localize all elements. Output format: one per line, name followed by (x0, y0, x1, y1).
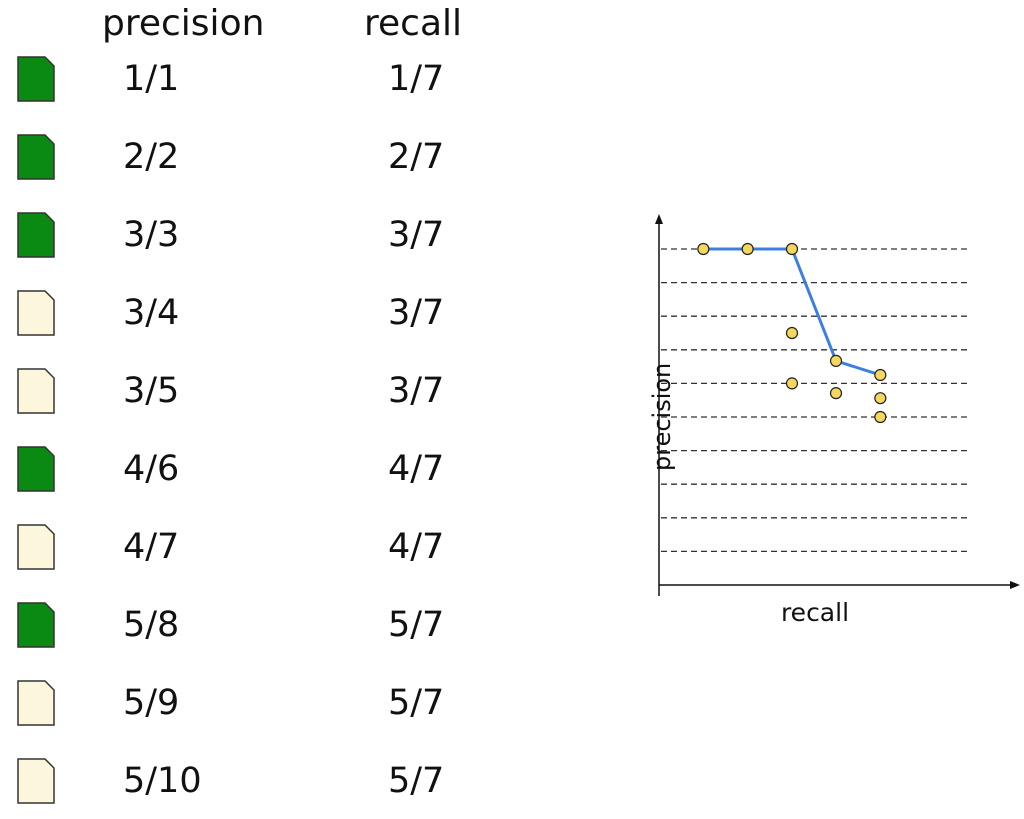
result-row: 1/1 1/7 (0, 48, 520, 110)
grid-lines (661, 248, 970, 553)
result-row: 3/3 3/7 (0, 204, 520, 266)
recall-value: 5/7 (388, 683, 445, 723)
recall-value: 4/7 (388, 527, 445, 567)
relevant-document-icon (17, 56, 55, 102)
precision-value: 3/4 (123, 293, 180, 333)
data-point (697, 242, 710, 256)
recall-value: 4/7 (388, 449, 445, 489)
recall-value: 1/7 (388, 59, 445, 99)
precision-value: 3/3 (123, 215, 180, 255)
relevant-document-icon (17, 134, 55, 180)
result-row: 4/6 4/7 (0, 438, 520, 500)
data-point (874, 368, 887, 382)
data-point (874, 410, 887, 424)
nonrelevant-document-icon (17, 368, 55, 414)
precision-value: 3/5 (123, 371, 180, 411)
precision-column-header: precision (102, 3, 265, 44)
x-axis-arrow-icon (1010, 581, 1020, 589)
y-axis-arrow-icon (655, 214, 663, 224)
nonrelevant-document-icon (17, 680, 55, 726)
relevant-document-icon (17, 212, 55, 258)
recall-value: 3/7 (388, 215, 445, 255)
data-point (829, 387, 843, 400)
y-axis-label: precision (648, 362, 676, 471)
data-point (741, 242, 754, 256)
data-point (785, 326, 799, 340)
data-point (785, 242, 799, 256)
relevant-document-icon (17, 446, 55, 492)
interpolated-precision-curve (703, 247, 881, 377)
recall-column-header: recall (364, 3, 463, 44)
relevant-document-icon (17, 602, 55, 648)
data-point (785, 377, 799, 390)
precision-value: 5/10 (123, 761, 202, 801)
result-row: 5/8 5/7 (0, 594, 520, 656)
precision-recall-chart (655, 214, 1020, 596)
precision-value: 4/6 (123, 449, 180, 489)
result-row: 4/7 4/7 (0, 516, 520, 578)
recall-value: 3/7 (388, 371, 445, 411)
result-row: 3/4 3/7 (0, 282, 520, 344)
precision-recall-points (697, 242, 887, 424)
recall-value: 5/7 (388, 761, 445, 801)
result-row: 5/9 5/7 (0, 672, 520, 734)
result-row: 5/10 5/7 (0, 750, 520, 812)
data-point (829, 354, 843, 367)
recall-value: 2/7 (388, 137, 445, 177)
result-row: 2/2 2/7 (0, 126, 520, 188)
precision-value: 1/1 (123, 59, 180, 99)
data-point (874, 392, 887, 405)
nonrelevant-document-icon (17, 290, 55, 336)
nonrelevant-document-icon (17, 758, 55, 804)
precision-value: 5/9 (123, 683, 180, 723)
precision-value: 5/8 (123, 605, 180, 645)
result-row: 3/5 3/7 (0, 360, 520, 422)
x-axis-label: recall (780, 598, 850, 627)
precision-value: 4/7 (123, 527, 180, 567)
nonrelevant-document-icon (17, 524, 55, 570)
recall-value: 3/7 (388, 293, 445, 333)
recall-value: 5/7 (388, 605, 445, 645)
precision-value: 2/2 (123, 137, 180, 177)
